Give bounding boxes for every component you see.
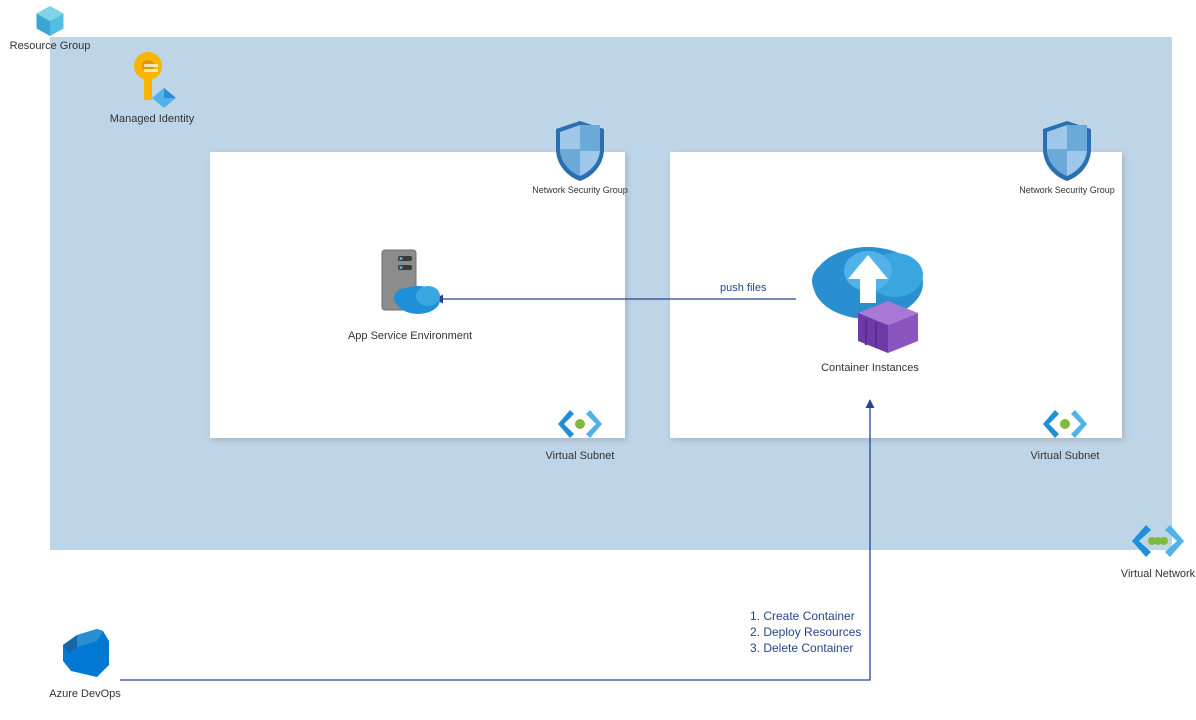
resource-group-label: Resource Group bbox=[10, 40, 91, 52]
container-instances-icon bbox=[800, 225, 940, 365]
managed-identity-label: Managed Identity bbox=[110, 113, 194, 125]
nsg-right-icon bbox=[1039, 119, 1095, 183]
app-service-env-icon bbox=[370, 244, 450, 324]
push-files-label: push files bbox=[720, 282, 766, 294]
azure-devops-label: Azure DevOps bbox=[49, 688, 121, 700]
app-service-env-label: App Service Environment bbox=[348, 330, 472, 342]
nsg-left-icon bbox=[552, 119, 608, 183]
virtual-network-label: Virtual Network bbox=[1121, 568, 1195, 580]
architecture-diagram: Resource Group Managed Identity Network … bbox=[0, 0, 1196, 720]
virtual-subnet-right-icon bbox=[1037, 400, 1093, 448]
virtual-network-icon bbox=[1126, 515, 1190, 567]
resource-group-icon bbox=[32, 3, 68, 39]
virtual-subnet-left-label: Virtual Subnet bbox=[546, 450, 615, 462]
nsg-right-label: Network Security Group bbox=[1019, 185, 1115, 195]
step-2: 2. Deploy Resources bbox=[750, 624, 861, 640]
deployment-steps: 1. Create Container 2. Deploy Resources … bbox=[750, 608, 861, 657]
step-3: 3. Delete Container bbox=[750, 640, 861, 656]
virtual-subnet-right-label: Virtual Subnet bbox=[1031, 450, 1100, 462]
container-instances-label: Container Instances bbox=[821, 362, 919, 374]
step-1: 1. Create Container bbox=[750, 608, 861, 624]
nsg-left-label: Network Security Group bbox=[532, 185, 628, 195]
azure-devops-icon bbox=[53, 625, 117, 685]
virtual-subnet-left-icon bbox=[552, 400, 608, 448]
managed-identity-icon bbox=[126, 50, 178, 110]
